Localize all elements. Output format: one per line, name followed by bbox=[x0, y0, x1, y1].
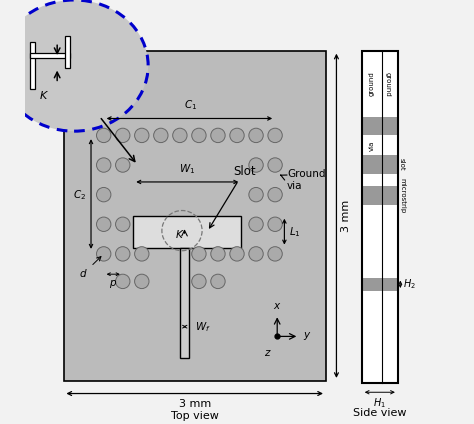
Text: ground: ground bbox=[385, 72, 391, 96]
Bar bbox=[362, 186, 398, 204]
Circle shape bbox=[97, 187, 111, 202]
Bar bbox=[30, 42, 35, 89]
Circle shape bbox=[268, 128, 283, 142]
Bar bbox=[362, 136, 398, 156]
Circle shape bbox=[97, 128, 111, 142]
Text: Ground
via: Ground via bbox=[287, 169, 326, 191]
Circle shape bbox=[268, 247, 283, 261]
Circle shape bbox=[97, 247, 111, 261]
Circle shape bbox=[116, 128, 130, 142]
Text: microstrip: microstrip bbox=[399, 178, 405, 213]
Circle shape bbox=[116, 274, 130, 289]
Text: $z$: $z$ bbox=[264, 348, 272, 358]
Text: via: via bbox=[369, 140, 375, 151]
Text: $d$: $d$ bbox=[80, 257, 101, 279]
Bar bbox=[362, 156, 398, 174]
Bar bbox=[30, 53, 70, 58]
Circle shape bbox=[249, 187, 263, 202]
Circle shape bbox=[249, 247, 263, 261]
Bar bbox=[362, 117, 398, 136]
Bar bbox=[362, 51, 398, 383]
Circle shape bbox=[268, 217, 283, 232]
Bar bbox=[64, 51, 326, 381]
Text: $y$: $y$ bbox=[302, 330, 311, 343]
Circle shape bbox=[191, 128, 206, 142]
Bar bbox=[362, 204, 398, 278]
Circle shape bbox=[97, 158, 111, 172]
Bar bbox=[65, 36, 70, 68]
Circle shape bbox=[249, 158, 263, 172]
Circle shape bbox=[211, 247, 225, 261]
Circle shape bbox=[97, 217, 111, 232]
Circle shape bbox=[191, 247, 206, 261]
Text: $C_1$: $C_1$ bbox=[184, 98, 197, 112]
Bar bbox=[362, 291, 398, 383]
Circle shape bbox=[211, 128, 225, 142]
Ellipse shape bbox=[0, 0, 148, 131]
Circle shape bbox=[230, 247, 244, 261]
Text: $W_1$: $W_1$ bbox=[179, 162, 196, 176]
Bar bbox=[180, 248, 189, 357]
Circle shape bbox=[268, 187, 283, 202]
Text: Side view: Side view bbox=[353, 408, 407, 418]
Circle shape bbox=[116, 158, 130, 172]
Bar bbox=[133, 216, 241, 248]
Bar bbox=[362, 174, 398, 186]
Text: $H_1$: $H_1$ bbox=[374, 396, 386, 410]
Text: 3 mm: 3 mm bbox=[179, 399, 211, 409]
Circle shape bbox=[154, 128, 168, 142]
Text: slot: slot bbox=[399, 158, 405, 171]
Text: Slot: Slot bbox=[210, 165, 255, 228]
Text: $K$: $K$ bbox=[175, 228, 185, 240]
Circle shape bbox=[116, 247, 130, 261]
Circle shape bbox=[135, 247, 149, 261]
Circle shape bbox=[249, 128, 263, 142]
Circle shape bbox=[135, 128, 149, 142]
Text: $K$: $K$ bbox=[39, 89, 49, 101]
Circle shape bbox=[268, 158, 283, 172]
Circle shape bbox=[230, 128, 244, 142]
Circle shape bbox=[135, 274, 149, 289]
Text: $W_f$: $W_f$ bbox=[195, 320, 210, 334]
Text: 3 mm: 3 mm bbox=[341, 200, 351, 232]
Text: Top view: Top view bbox=[171, 411, 219, 421]
Text: $C_2$: $C_2$ bbox=[73, 188, 86, 201]
Bar bbox=[362, 51, 398, 117]
Circle shape bbox=[249, 217, 263, 232]
Text: $L_1$: $L_1$ bbox=[290, 225, 301, 239]
Text: $p$: $p$ bbox=[109, 278, 117, 290]
Text: $H_2$: $H_2$ bbox=[403, 277, 416, 291]
Bar bbox=[362, 278, 398, 291]
Text: $x$: $x$ bbox=[273, 301, 282, 311]
Circle shape bbox=[173, 128, 187, 142]
Circle shape bbox=[191, 274, 206, 289]
Bar bbox=[362, 51, 398, 383]
Circle shape bbox=[211, 274, 225, 289]
Text: ground: ground bbox=[369, 72, 375, 96]
Circle shape bbox=[116, 217, 130, 232]
